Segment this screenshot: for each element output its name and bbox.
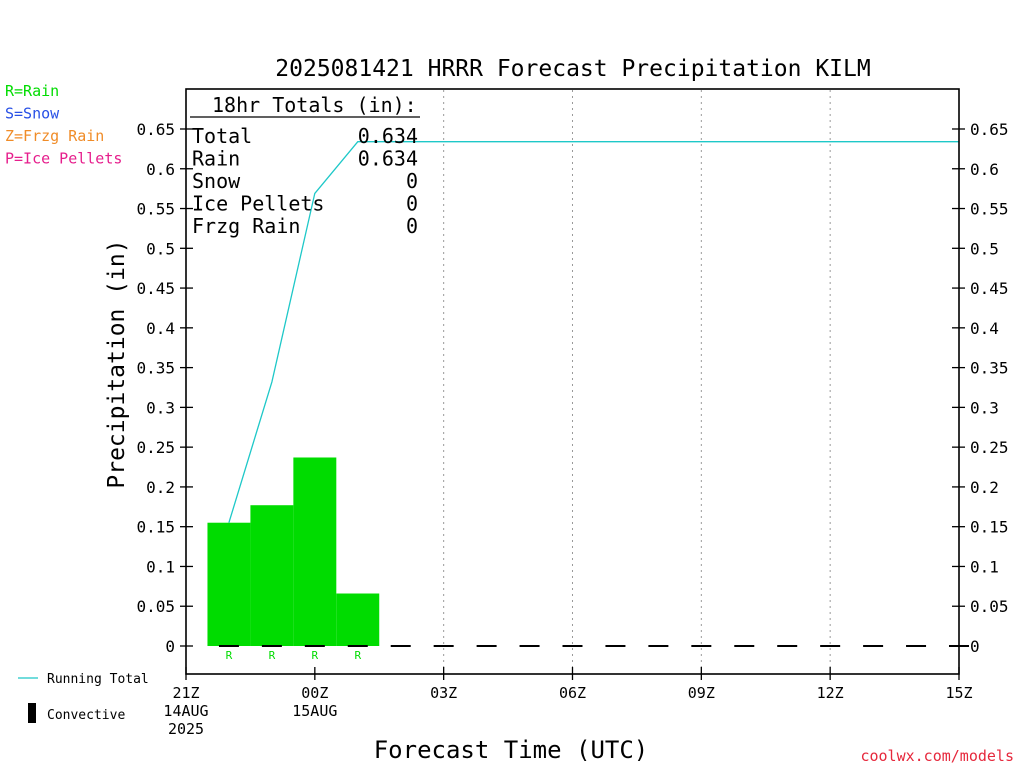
- precip-type-legend: R=Rain S=Snow Z=Frzg Rain P=Ice Pellets: [5, 82, 122, 168]
- x-tick-label: 03Z: [430, 684, 457, 702]
- x-tick-label: 00Z: [301, 684, 328, 702]
- y-tick-label-right: 0.65: [970, 120, 1009, 139]
- totals-row-value: 0.634: [358, 147, 418, 171]
- convective-bar: [734, 645, 755, 647]
- y-tick-label: 0.65: [136, 120, 175, 139]
- totals-row-label: Ice Pellets: [192, 192, 324, 216]
- y-tick-label-right: 0.25: [970, 438, 1009, 457]
- y-tick-label-right: 0.35: [970, 359, 1009, 378]
- convective-bar: [390, 645, 411, 647]
- y-tick-label-right: 0.2: [970, 478, 999, 497]
- totals-row-value: 0: [406, 169, 418, 193]
- y-axis-right: 0 0.05 0.1 0.15 0.2 0.25 0.3 0.35 0.4 0.45 0.5 0.55…: [952, 120, 1009, 656]
- convective-bar: [562, 645, 583, 647]
- convective-legend-label: Convective: [47, 708, 125, 723]
- convective-bar: [218, 645, 239, 647]
- running-total-line: [228, 141, 959, 523]
- y-tick-label-right: 0.15: [970, 518, 1009, 537]
- convective-bar: [304, 645, 325, 647]
- y-tick-label: 0.45: [136, 279, 175, 298]
- bar-ptype-label: R: [226, 649, 233, 662]
- convective-bar: [605, 645, 626, 647]
- y-tick-label: 0.6: [146, 160, 175, 179]
- rain-bar: [336, 593, 380, 646]
- y-tick-label: 0.55: [136, 200, 175, 219]
- totals-row-value: 0: [406, 192, 418, 216]
- x-tick-label: 21Z: [172, 684, 199, 702]
- totals-rows: Total 0.634 Rain 0.634 Snow 0 Ice Pellets 0 Frzg…: [192, 124, 418, 238]
- y-tick-label: 0.2: [146, 478, 175, 497]
- convective-bar: [261, 645, 282, 647]
- y-tick-label: 0.4: [146, 319, 175, 338]
- grid-lines: [443, 90, 831, 673]
- x-tick-label: 2025: [168, 720, 204, 738]
- bar-ptype-label: R: [312, 649, 319, 662]
- totals-row-label: Snow: [192, 169, 241, 193]
- y-tick-label-right: 0.6: [970, 160, 999, 179]
- credit-text: coolwx.com/models: [860, 747, 1014, 765]
- bar-ptype-label: R: [269, 649, 276, 662]
- totals-row-label: Frzg Rain: [192, 214, 300, 238]
- convective-bars: [218, 645, 969, 647]
- y-tick-label: 0.5: [146, 239, 175, 258]
- y-tick-label-right: 0.1: [970, 557, 999, 576]
- ptype-legend-item: R=Rain: [5, 82, 59, 100]
- y-tick-label: 0.3: [146, 398, 175, 417]
- totals-row-label: Rain: [192, 147, 240, 171]
- x-tick-label: 15AUG: [292, 702, 337, 720]
- ptype-legend-item: S=Snow: [5, 105, 60, 123]
- convective-bar: [777, 645, 798, 647]
- y-tick-label-right: 0.05: [970, 597, 1009, 616]
- y-axis-left: 0 0.05 0.1 0.15 0.2 0.25 0.3 0.35 0.4 0.45 0.5 0.55…: [136, 120, 193, 656]
- totals-header: 18hr Totals (in):: [212, 93, 417, 117]
- convective-bar: [820, 645, 841, 647]
- convective-bar: [863, 645, 884, 647]
- bars: [207, 457, 380, 646]
- y-axis-title: Precipitation (in): [104, 239, 130, 488]
- y-tick-label: 0.05: [136, 597, 175, 616]
- running-total-legend-label: Running Total: [47, 672, 149, 687]
- convective-bar: [519, 645, 540, 647]
- y-tick-label: 0.1: [146, 557, 175, 576]
- ptype-legend-item: Z=Frzg Rain: [5, 127, 104, 145]
- y-tick-label: 0.25: [136, 438, 175, 457]
- x-tick-label: 15Z: [945, 684, 972, 702]
- totals-box: 18hr Totals (in): Total 0.634 Rain 0.634 Sno…: [190, 93, 420, 238]
- bar-ptype-label: R: [354, 649, 361, 662]
- y-tick-label-right: 0.3: [970, 398, 999, 417]
- chart-title: 2025081421 HRRR Forecast Precipitation K…: [275, 56, 870, 82]
- y-tick-label-right: 0.4: [970, 319, 999, 338]
- totals-row-label: Total: [192, 124, 252, 148]
- y-tick-label-right: 0: [970, 637, 980, 656]
- totals-row-value: 0.634: [358, 124, 418, 148]
- y-tick-label-right: 0.45: [970, 279, 1009, 298]
- y-tick-label: 0.15: [136, 518, 175, 537]
- convective-bar: [648, 645, 669, 647]
- y-tick-label: 0: [165, 637, 175, 656]
- convective-bar: [433, 645, 454, 647]
- x-tick-label: 14AUG: [163, 702, 208, 720]
- x-axis-title: Forecast Time (UTC): [374, 736, 649, 764]
- y-tick-label-right: 0.5: [970, 239, 999, 258]
- ptype-legend-item: P=Ice Pellets: [5, 150, 122, 168]
- x-tick-label: 06Z: [559, 684, 586, 702]
- convective-bar: [347, 645, 368, 647]
- convective-bar: [906, 645, 927, 647]
- y-tick-label: 0.35: [136, 359, 175, 378]
- rain-bar: [250, 505, 294, 646]
- bottom-legend: Running Total Convective: [18, 672, 149, 723]
- x-tick-label: 12Z: [817, 684, 844, 702]
- rain-bar: [207, 522, 251, 646]
- convective-bar: [691, 645, 712, 647]
- totals-row-value: 0: [406, 214, 418, 238]
- rain-bar: [293, 457, 337, 646]
- convective-bar: [476, 645, 497, 647]
- convective-legend-swatch: [28, 703, 36, 723]
- x-tick-label: 09Z: [688, 684, 715, 702]
- y-tick-label-right: 0.55: [970, 200, 1009, 219]
